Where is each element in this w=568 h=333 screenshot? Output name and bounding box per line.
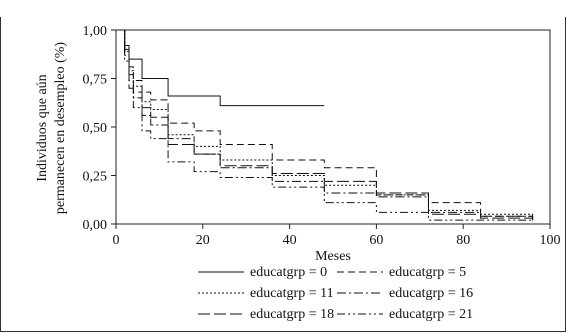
legend-label: educatgrp = 21: [389, 307, 473, 322]
x-tick-label: 0: [113, 233, 120, 248]
y-axis-label-line-1: Individuos que aún: [35, 74, 50, 181]
series-line: [120, 29, 534, 219]
x-axis-ticks: 0 20 40 60 80 100: [113, 224, 561, 248]
outer-frame: [0, 17, 566, 332]
series-line: [120, 29, 534, 219]
legend-label: educatgrp = 11: [250, 286, 334, 301]
series-line: [120, 29, 534, 221]
legend-label: educatgrp = 18: [250, 307, 334, 322]
legend: educatgrp = 0 educatgrp = 5 educatgrp = 11…: [198, 265, 473, 322]
x-tick-label: 60: [369, 233, 383, 248]
y-tick-label: 0,75: [83, 73, 108, 88]
legend-label: educatgrp = 0: [250, 265, 327, 280]
y-tick-label: 0,50: [83, 121, 108, 136]
x-tick-label: 40: [283, 233, 297, 248]
caption-strip: [0, 0, 568, 20]
y-axis-ticks: 0,00 0,25 0,50 0,75 1,00: [83, 24, 116, 233]
series-layer: [120, 29, 534, 223]
x-tick-label: 80: [456, 233, 470, 248]
y-tick-label: 0,25: [83, 170, 108, 185]
x-axis-label: Meses: [315, 249, 351, 264]
y-axis-label-line-2: permanecen en desempleo (%): [53, 42, 68, 215]
y-tick-label: 1,00: [83, 24, 108, 39]
plot-area: [115, 29, 551, 225]
series-line: [120, 29, 534, 221]
y-tick-label: 0,00: [83, 218, 108, 233]
x-tick-label: 100: [540, 233, 561, 248]
series-line: [120, 29, 534, 223]
legend-label: educatgrp = 5: [389, 265, 466, 280]
x-tick-label: 20: [196, 233, 210, 248]
legend-label: educatgrp = 16: [389, 286, 473, 301]
